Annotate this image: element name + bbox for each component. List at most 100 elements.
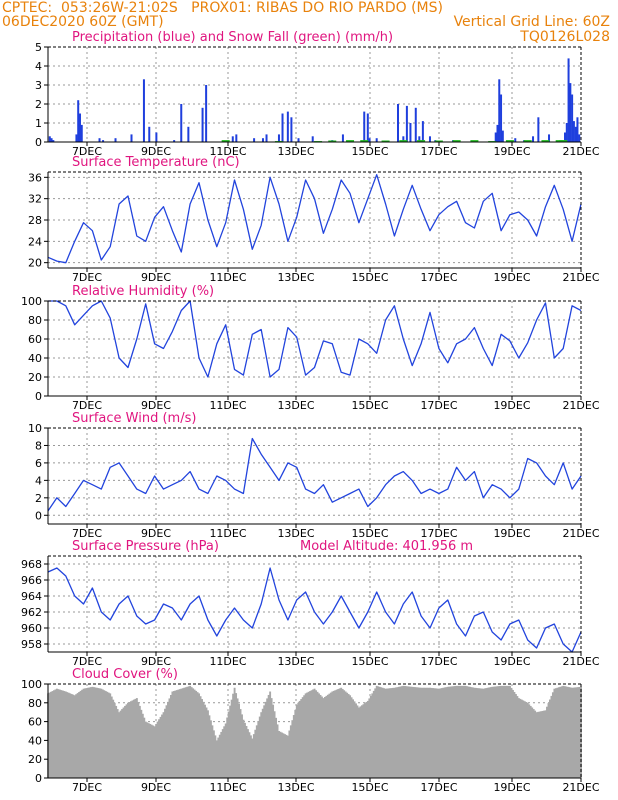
cloud-cover-bar [76,693,79,778]
cloud-cover-bar [118,712,121,778]
cloud-cover-bar [469,686,471,778]
cloud-cover-bar [578,686,581,778]
cloud-cover-bar [439,688,442,778]
precip-bar [311,136,314,142]
precip-bar [574,126,577,142]
cloud-cover-bar [161,714,164,778]
cloud-cover-bar [559,686,562,778]
x-tick-label: 9DEC [141,781,171,794]
cloud-cover-bar [421,687,424,778]
panel-temperature: Surface Temperature (nC) 20 24 28 32 36 7DEC 9D… [28,155,600,284]
cloud-cover-bar [215,740,218,778]
cloud-cover-bar [149,723,152,778]
y-tick-label: 24 [28,235,42,248]
cloud-cover-bar [449,686,452,778]
y-tick-label: 20 [28,257,42,270]
cloud-cover-bar [331,691,334,778]
cloud-cover-bar [134,698,137,778]
cloud-cover-bar [511,689,514,778]
precip-bar [498,79,501,142]
cloud-cover-bar [503,685,506,778]
cloud-cover-bar [328,693,331,778]
y-tick-label: 6 [35,457,42,470]
cloud-cover-bar [397,686,400,778]
x-tick-label: 19DEC [493,655,530,668]
y-tick-label: 3 [35,79,42,92]
cloud-cover-bar [263,705,266,778]
cloud-cover-bar [175,690,178,778]
cloud-cover-bar [526,702,529,778]
cloud-cover-bar [137,702,140,778]
cloud-cover-bar [282,733,285,778]
cloud-cover-bar [338,688,341,778]
cloud-cover-bar [417,687,420,778]
cloud-cover-bar [491,686,494,778]
cloud-cover-bar [208,715,211,778]
cloud-cover-bar [252,734,255,778]
cloud-cover-bar [301,697,304,778]
cloud-cover-bar [258,716,261,778]
cloud-cover-bar [54,689,57,778]
cloud-cover-bar [541,710,544,778]
x-tick-label: 15DEC [351,655,388,668]
x-tick-label: 13DEC [277,781,314,794]
cloud-cover-bar [326,694,329,778]
cloud-cover-bar [352,699,354,778]
cloud-cover-bar [572,687,575,778]
cloud-cover-bar [232,693,235,778]
cloud-cover-bar [88,687,91,778]
cloud-cover-bar [566,686,569,778]
cloud-cover-bar [98,688,101,778]
cloud-cover-bar [528,704,531,778]
cloud-cover-bar [347,694,350,778]
cloud-cover-bar [146,722,149,778]
precip-bar [564,132,567,142]
cloud-cover-bar [273,711,276,778]
cloud-cover-bar [211,725,214,778]
cloud-cover-bar [193,689,196,778]
cloud-cover-bar [577,687,580,778]
pressure-series-line [47,567,582,653]
y-tick-label: 100 [21,295,42,308]
cloud-cover-bar [472,687,474,778]
cloud-cover-bar [190,687,193,778]
header-model-id: TQ0126L028 [520,29,610,45]
cloud-cover-bar [72,694,75,778]
cloud-cover-bar [514,694,517,778]
cloud-cover-bar [153,726,156,778]
precip-bar [50,138,53,142]
cloud-cover-bar [107,692,110,778]
cloud-cover-bar [212,730,215,778]
cloud-cover-bar [84,688,87,778]
cloud-cover-bar [246,729,249,778]
y-tick-label: 964 [21,590,42,603]
cloud-cover-bar [368,698,371,778]
temperature-series-line [47,174,582,264]
cloud-cover-bar [235,693,238,778]
cloud-cover-bar [214,735,217,778]
precip-bar [235,134,238,142]
y-tick-label: 4 [35,474,42,487]
y-tick-label: 1 [35,117,42,130]
cloud-cover-bar [349,695,352,778]
cloud-cover-bar [294,709,297,778]
cloud-cover-bar [473,687,476,778]
cloud-cover-bar [402,685,405,778]
cloud-cover-bar [362,704,365,778]
y-tick-label: 958 [21,638,42,651]
y-tick-label: 20 [28,753,42,766]
cloud-cover-bar [554,688,557,778]
x-tick-label: 15DEC [351,527,388,540]
precip-bar [496,124,499,142]
panel-title-humidity: Relative Humidity (%) [72,284,214,299]
panel-annotation-pressure: Model Altitude: 401.956 m [300,539,473,554]
cloud-cover-bar [551,692,554,778]
x-tick-label: 15DEC [351,399,388,412]
cloud-cover-bar [507,685,510,778]
cloud-cover-bar [269,691,272,778]
cloud-cover-bar [344,691,347,778]
precip-bar [421,121,424,142]
cloud-cover-bar [432,688,434,778]
header-grid-line-note: Vertical Grid Line: 60Z [453,14,610,30]
